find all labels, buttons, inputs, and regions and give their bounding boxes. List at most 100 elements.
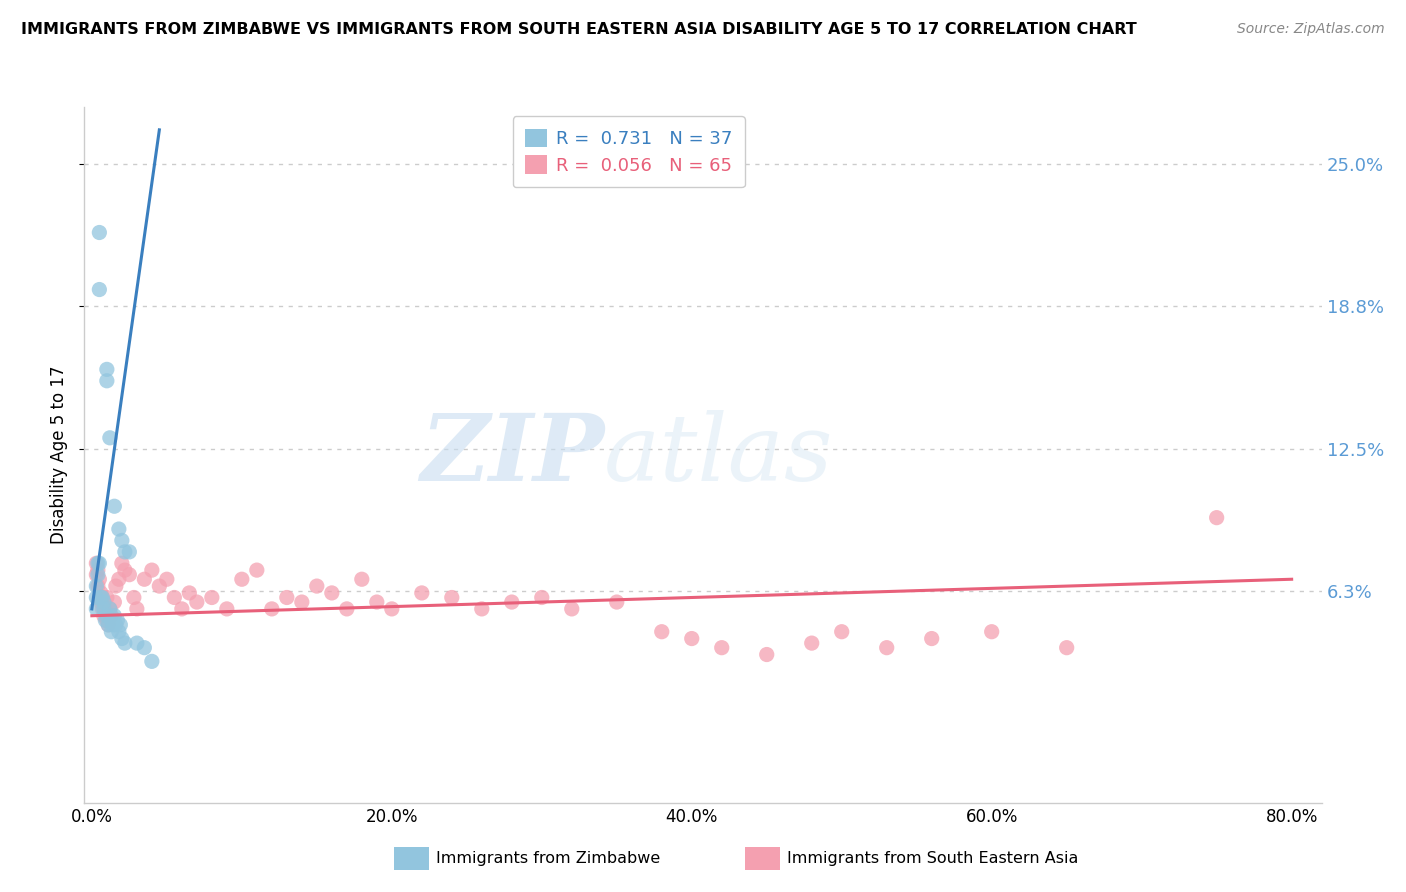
Point (876, 640, 898, 655)
Point (89, 572, 111, 586)
Point (179, 586, 201, 600)
Point (90, 586, 112, 600)
Point (90, 591, 112, 605)
Point (89, 226, 111, 240)
Point (108, 572, 131, 586)
Point (651, 624, 673, 639)
Point (111, 533, 134, 548)
Point (260, 602, 283, 616)
Point (93, 595, 115, 609)
Point (98, 602, 121, 616)
Point (89, 591, 111, 605)
Point (125, 602, 148, 616)
Point (94, 613, 117, 627)
Point (321, 586, 343, 600)
Point (561, 602, 583, 616)
Point (163, 591, 186, 605)
Point (231, 572, 253, 586)
Point (96, 591, 118, 605)
Point (681, 632, 703, 646)
Point (87, 556, 110, 570)
Point (122, 591, 145, 605)
Point (710, 640, 733, 655)
Point (170, 602, 193, 616)
Point (141, 563, 163, 577)
Point (91, 602, 114, 616)
Point (501, 595, 523, 609)
Point (215, 602, 238, 616)
Point (381, 602, 404, 616)
Point (471, 602, 494, 616)
Point (148, 579, 170, 593)
Point (246, 563, 269, 577)
Point (111, 632, 134, 646)
Text: IMMIGRANTS FROM ZIMBABWE VS IMMIGRANTS FROM SOUTH EASTERN ASIA DISABILITY AGE 5 : IMMIGRANTS FROM ZIMBABWE VS IMMIGRANTS F… (21, 22, 1137, 37)
Point (108, 624, 131, 639)
Point (141, 654, 163, 668)
Point (98, 602, 121, 616)
Point (96, 608, 118, 623)
Point (103, 608, 125, 623)
Point (755, 648, 778, 662)
Point (276, 591, 298, 605)
Point (134, 640, 156, 655)
Point (100, 624, 122, 639)
Point (101, 618, 124, 632)
Point (96, 374, 118, 388)
Point (800, 636, 823, 650)
Point (86, 567, 108, 582)
Point (125, 636, 148, 650)
Point (103, 500, 125, 514)
Point (201, 591, 224, 605)
Point (921, 632, 943, 646)
Text: Immigrants from Zimbabwe: Immigrants from Zimbabwe (436, 852, 659, 866)
Point (134, 572, 156, 586)
Point (100, 613, 122, 627)
Point (93, 602, 115, 616)
Point (350, 572, 373, 586)
Point (411, 586, 433, 600)
Point (366, 595, 388, 609)
Point (104, 618, 127, 632)
Point (114, 636, 136, 650)
Point (89, 283, 111, 297)
Point (440, 591, 463, 605)
Text: Immigrants from South Eastern Asia: Immigrants from South Eastern Asia (787, 852, 1078, 866)
Point (530, 591, 553, 605)
Point (94, 602, 117, 616)
Point (91, 591, 114, 605)
Point (110, 618, 132, 632)
Text: atlas: atlas (605, 410, 834, 500)
Point (96, 613, 118, 627)
Point (336, 602, 359, 616)
Text: ZIP: ZIP (420, 410, 605, 500)
Point (93, 608, 115, 623)
Text: Source: ZipAtlas.com: Source: ZipAtlas.com (1237, 22, 1385, 37)
Point (118, 545, 141, 559)
Point (100, 608, 122, 623)
Point (114, 545, 136, 559)
Point (91, 591, 114, 605)
Point (606, 595, 628, 609)
Point (156, 572, 179, 586)
Point (90, 595, 112, 609)
Point (98, 431, 121, 445)
Point (980, 624, 1002, 639)
Y-axis label: Disability Age 5 to 17: Disability Age 5 to 17 (49, 366, 67, 544)
Point (89, 556, 111, 570)
Point (87, 567, 110, 582)
Point (86, 591, 108, 605)
Point (111, 556, 134, 570)
Point (186, 595, 208, 609)
Point (96, 362, 118, 376)
Point (305, 579, 328, 593)
Legend: R =  0.731   N = 37, R =  0.056   N = 65: R = 0.731 N = 37, R = 0.056 N = 65 (513, 116, 745, 187)
Point (87, 563, 110, 577)
Point (108, 522, 131, 536)
Point (86, 579, 108, 593)
Point (93, 595, 115, 609)
Point (97, 618, 120, 632)
Point (103, 595, 125, 609)
Point (97, 618, 120, 632)
Point (87, 579, 110, 593)
